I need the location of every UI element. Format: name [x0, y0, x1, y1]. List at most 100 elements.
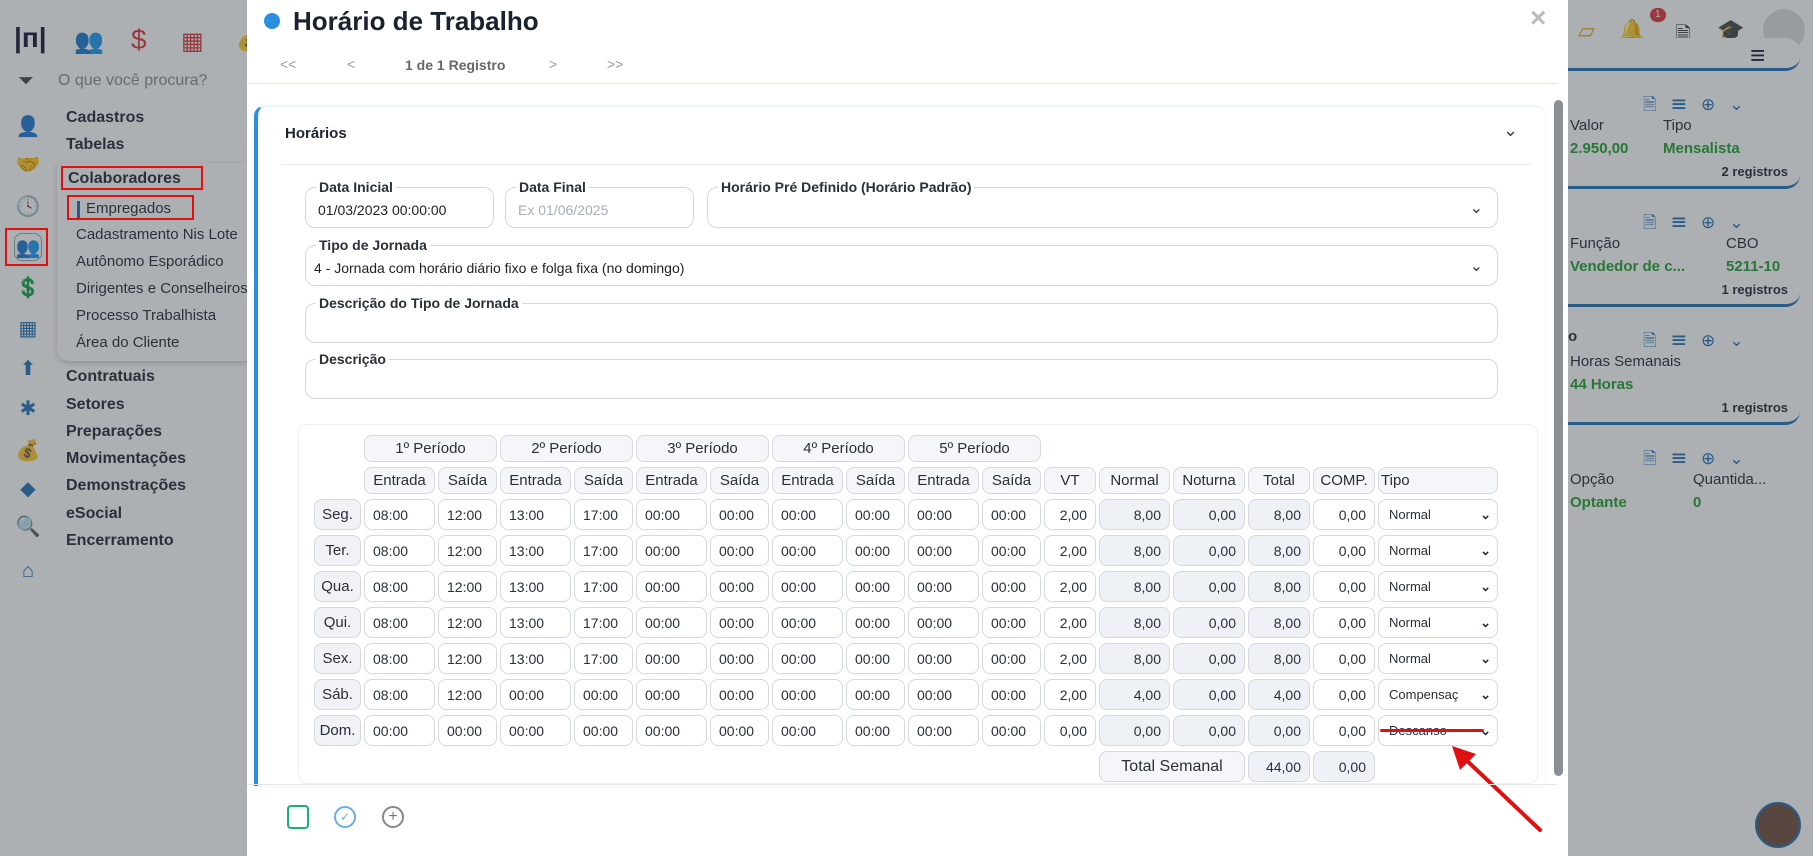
time-input[interactable]: 13:00 [500, 643, 571, 674]
time-input[interactable]: 13:00 [500, 535, 571, 566]
section-collapse-icon[interactable]: ⌄ [1503, 120, 1519, 140]
time-input[interactable]: 08:00 [364, 679, 435, 710]
time-input[interactable]: 17:00 [574, 643, 633, 674]
time-input[interactable]: 00:00 [710, 571, 769, 602]
menu-preparacoes[interactable]: Preparações [66, 423, 163, 440]
time-input[interactable]: 12:00 [438, 643, 497, 674]
time-input[interactable]: 00:00 [908, 715, 979, 746]
money-bag-icon[interactable]: 💰 [15, 439, 41, 462]
time-input[interactable]: 00:00 [846, 643, 905, 674]
submenu-autonomo[interactable]: Autônomo Esporádico [76, 253, 224, 270]
time-input[interactable]: 00:00 [636, 643, 707, 674]
time-input[interactable]: 00:00 [908, 571, 979, 602]
time-input[interactable]: 00:00 [908, 535, 979, 566]
people-icon[interactable]: 👥 [74, 28, 104, 55]
submenu-processo[interactable]: Processo Trabalhista [76, 307, 217, 324]
time-input[interactable]: 00:00 [772, 535, 843, 566]
pager-first[interactable]: << [280, 56, 297, 72]
scrollbar[interactable] [1554, 100, 1563, 776]
time-input[interactable]: 00:00 [982, 679, 1041, 710]
time-input[interactable]: 00:00 [636, 571, 707, 602]
filter-icon[interactable]: ⏷ [18, 70, 34, 92]
menu-encerramento[interactable]: Encerramento [66, 532, 174, 549]
handshake-icon[interactable]: 🤝 [15, 153, 41, 176]
clock-icon[interactable]: 🕓 [15, 195, 41, 218]
collaborators-icon[interactable]: 👥 [14, 233, 42, 261]
horario-pre-definido-select[interactable]: Horário Pré Definido (Horário Padrão) ⌄ [707, 179, 1498, 228]
time-input[interactable]: 08:00 [364, 535, 435, 566]
time-input[interactable]: 17:00 [574, 571, 633, 602]
submenu-cadastramento[interactable]: Cadastramento Nis Lote [76, 226, 238, 243]
menu-contratuais[interactable]: Contratuais [66, 368, 155, 385]
time-input[interactable]: 00:00 [846, 535, 905, 566]
time-input[interactable]: 13:00 [500, 607, 571, 638]
time-input[interactable]: 00:00 [846, 679, 905, 710]
comp-input[interactable]: 0,00 [1313, 499, 1375, 530]
home-icon[interactable]: ⌂ [21, 559, 35, 582]
time-input[interactable]: 00:00 [846, 571, 905, 602]
vt-input[interactable]: 2,00 [1044, 535, 1096, 566]
time-input[interactable]: 00:00 [574, 679, 633, 710]
calculator-icon[interactable]: ▦ [181, 28, 204, 55]
time-input[interactable]: 00:00 [710, 607, 769, 638]
tipo-select[interactable]: Normal ⌄ [1378, 535, 1498, 566]
time-input[interactable]: 00:00 [982, 643, 1041, 674]
time-input[interactable]: 00:00 [364, 715, 435, 746]
search-input[interactable]: O que você procura? [58, 72, 208, 89]
time-input[interactable]: 17:00 [574, 535, 633, 566]
network-icon[interactable]: ✱ [19, 397, 37, 420]
save-icon[interactable] [287, 805, 309, 829]
dollar-circle-icon[interactable]: 💲 [15, 276, 41, 299]
time-input[interactable]: 00:00 [710, 499, 769, 530]
search-icon[interactable]: 🔍 [15, 515, 41, 538]
time-input[interactable]: 00:00 [908, 607, 979, 638]
hamburger-icon[interactable]: ≡ [1750, 40, 1766, 70]
vt-input[interactable]: 0,00 [1044, 715, 1096, 746]
check-circle-icon[interactable]: ✓ [334, 806, 356, 828]
layers-icon[interactable]: ◆ [20, 477, 36, 500]
time-input[interactable]: 00:00 [772, 643, 843, 674]
time-input[interactable]: 00:00 [710, 535, 769, 566]
time-input[interactable]: 00:00 [636, 535, 707, 566]
card-actions[interactable]: 🗎 ☰ ⊕ ⌄ [1643, 213, 1744, 232]
tipo-select[interactable]: Normal ⌄ [1378, 571, 1498, 602]
pager-next[interactable]: > [549, 56, 558, 72]
time-input[interactable]: 00:00 [908, 679, 979, 710]
submenu-area-cliente[interactable]: Área do Cliente [76, 334, 180, 351]
time-input[interactable]: 00:00 [710, 643, 769, 674]
time-input[interactable]: 08:00 [364, 499, 435, 530]
vt-input[interactable]: 2,00 [1044, 499, 1096, 530]
comp-input[interactable]: 0,00 [1313, 535, 1375, 566]
time-input[interactable]: 12:00 [438, 571, 497, 602]
time-input[interactable]: 00:00 [772, 679, 843, 710]
pager-prev[interactable]: < [347, 56, 356, 72]
menu-cadastros[interactable]: Cadastros [66, 109, 145, 126]
card-actions[interactable]: 🗎 ☰ ⊕ ⌄ [1643, 95, 1744, 114]
time-input[interactable]: 12:00 [438, 499, 497, 530]
time-input[interactable]: 00:00 [908, 499, 979, 530]
folder-icon[interactable]: ▱ [1578, 18, 1595, 43]
time-input[interactable]: 08:00 [364, 643, 435, 674]
submenu-dirigentes[interactable]: Dirigentes e Conselheiros [76, 280, 248, 297]
tipo-select[interactable]: Normal ⌄ [1378, 643, 1498, 674]
comp-input[interactable]: 0,00 [1313, 679, 1375, 710]
time-input[interactable]: 00:00 [982, 499, 1041, 530]
data-inicial-field[interactable]: Data Inicial 01/03/2023 00:00:00 [305, 179, 494, 228]
pager-last[interactable]: >> [607, 56, 624, 72]
time-input[interactable]: 00:00 [500, 679, 571, 710]
time-input[interactable]: 13:00 [500, 499, 571, 530]
time-input[interactable]: 08:00 [364, 607, 435, 638]
time-input[interactable]: 00:00 [982, 715, 1041, 746]
comp-input[interactable]: 0,00 [1313, 715, 1375, 746]
card-actions[interactable]: 🗎 ☰ ⊕ ⌄ [1643, 331, 1744, 350]
submenu-empregados[interactable]: Empregados [86, 200, 172, 217]
time-input[interactable]: 00:00 [710, 715, 769, 746]
time-input[interactable]: 12:00 [438, 535, 497, 566]
vt-input[interactable]: 2,00 [1044, 607, 1096, 638]
descricao-tipo-jornada-field[interactable]: Descrição do Tipo de Jornada [305, 295, 1498, 343]
time-input[interactable]: 12:00 [438, 607, 497, 638]
time-input[interactable]: 00:00 [710, 679, 769, 710]
comp-input[interactable]: 0,00 [1313, 643, 1375, 674]
user-settings-icon[interactable]: 👤 [15, 115, 41, 138]
time-input[interactable]: 00:00 [574, 715, 633, 746]
